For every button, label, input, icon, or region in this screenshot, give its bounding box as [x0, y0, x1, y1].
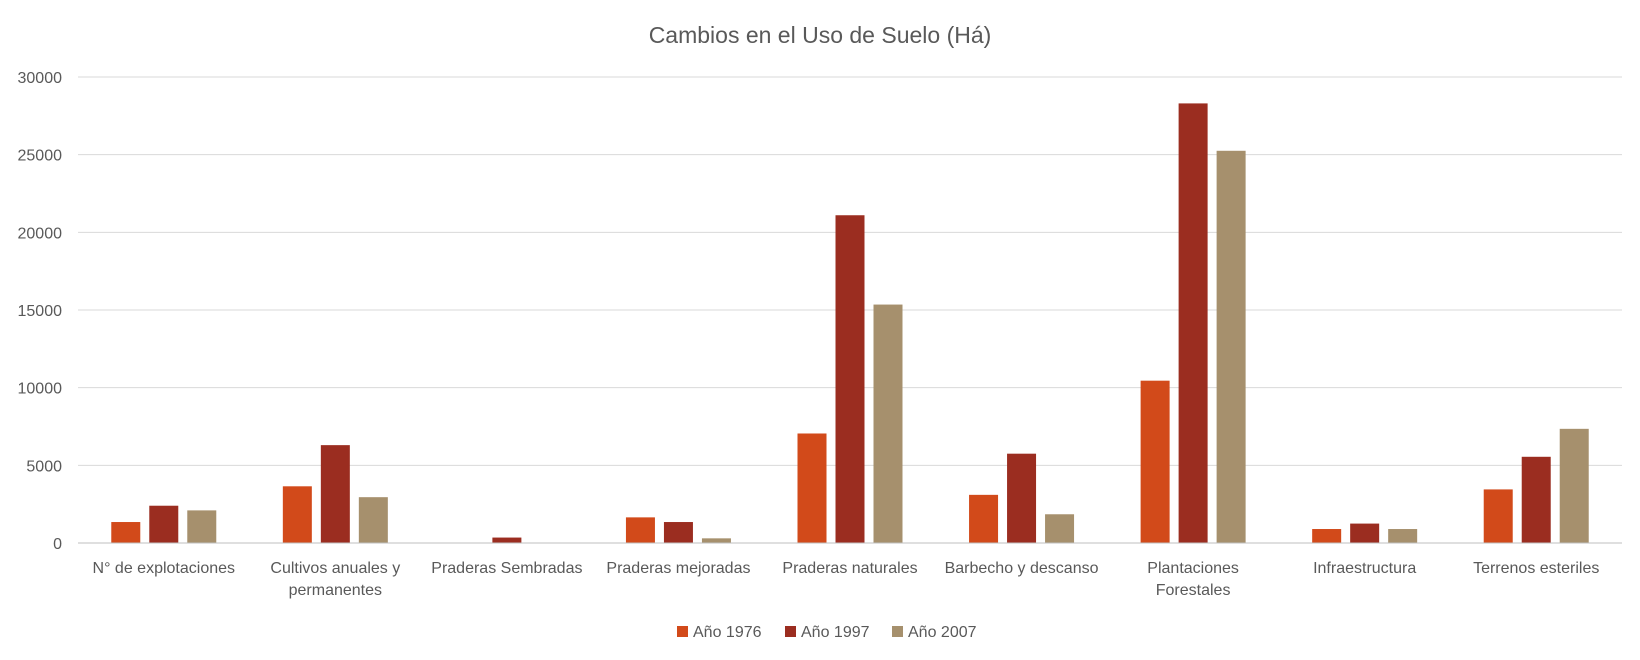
- x-category-label: Plantaciones: [1147, 560, 1239, 577]
- bar: [1350, 523, 1380, 543]
- bar: [835, 215, 865, 543]
- bar: [1483, 489, 1513, 543]
- bar: [1559, 428, 1589, 543]
- legend-label: Año 2007: [908, 624, 977, 641]
- bar: [1178, 103, 1208, 543]
- chart-title: Cambios en el Uso de Suelo (Há): [649, 22, 992, 48]
- bar: [1045, 514, 1075, 543]
- legend-label: Año 1976: [693, 624, 762, 641]
- legend: Año 1976 Año 1997 Año 2007: [677, 624, 977, 641]
- bar: [1007, 453, 1037, 543]
- bar: [701, 538, 731, 543]
- y-tick-label: 20000: [18, 225, 63, 242]
- x-category-label: Cultivos anuales y: [270, 560, 400, 577]
- bar: [1521, 456, 1551, 543]
- bar: [492, 537, 522, 543]
- x-category-label: Forestales: [1156, 582, 1231, 599]
- bar: [111, 522, 141, 543]
- x-category-label: Praderas Sembradas: [431, 560, 582, 577]
- legend-swatch: [677, 626, 688, 637]
- x-category-label: Praderas mejoradas: [606, 560, 750, 577]
- x-category-label: Praderas naturales: [782, 560, 917, 577]
- bar: [969, 494, 999, 543]
- legend-swatch: [785, 626, 796, 637]
- bar: [663, 522, 693, 543]
- x-category-label: N° de explotaciones: [93, 560, 235, 577]
- x-axis-category-labels: N° de explotaciones Cultivos anuales y per…: [93, 560, 1600, 599]
- bar: [1388, 529, 1418, 543]
- legend-swatch: [892, 626, 903, 637]
- bar: [358, 497, 388, 543]
- bar: [625, 517, 655, 543]
- x-category-label: Terrenos esteriles: [1473, 560, 1599, 577]
- bar: [1216, 150, 1246, 544]
- y-tick-label: 25000: [18, 148, 63, 165]
- y-tick-label: 15000: [18, 303, 63, 320]
- x-category-label: Barbecho y descanso: [945, 560, 1099, 577]
- bars: [111, 103, 1589, 544]
- bar: [1140, 380, 1170, 543]
- y-tick-label: 30000: [18, 70, 63, 87]
- bar: [282, 486, 312, 543]
- bar: [1312, 529, 1342, 543]
- y-axis-tick-labels: 0 5000 10000 15000 20000 25000 30000: [18, 70, 63, 553]
- bar: [873, 304, 903, 543]
- y-tick-label: 5000: [26, 458, 62, 475]
- bar: [149, 505, 179, 543]
- bar: [320, 445, 350, 543]
- bar: [797, 433, 827, 543]
- y-tick-label: 10000: [18, 381, 63, 398]
- legend-label: Año 1997: [801, 624, 870, 641]
- x-category-label: Infraestructura: [1313, 560, 1416, 577]
- y-tick-label: 0: [53, 536, 62, 553]
- bar: [187, 510, 217, 543]
- x-category-label: permanentes: [289, 582, 382, 599]
